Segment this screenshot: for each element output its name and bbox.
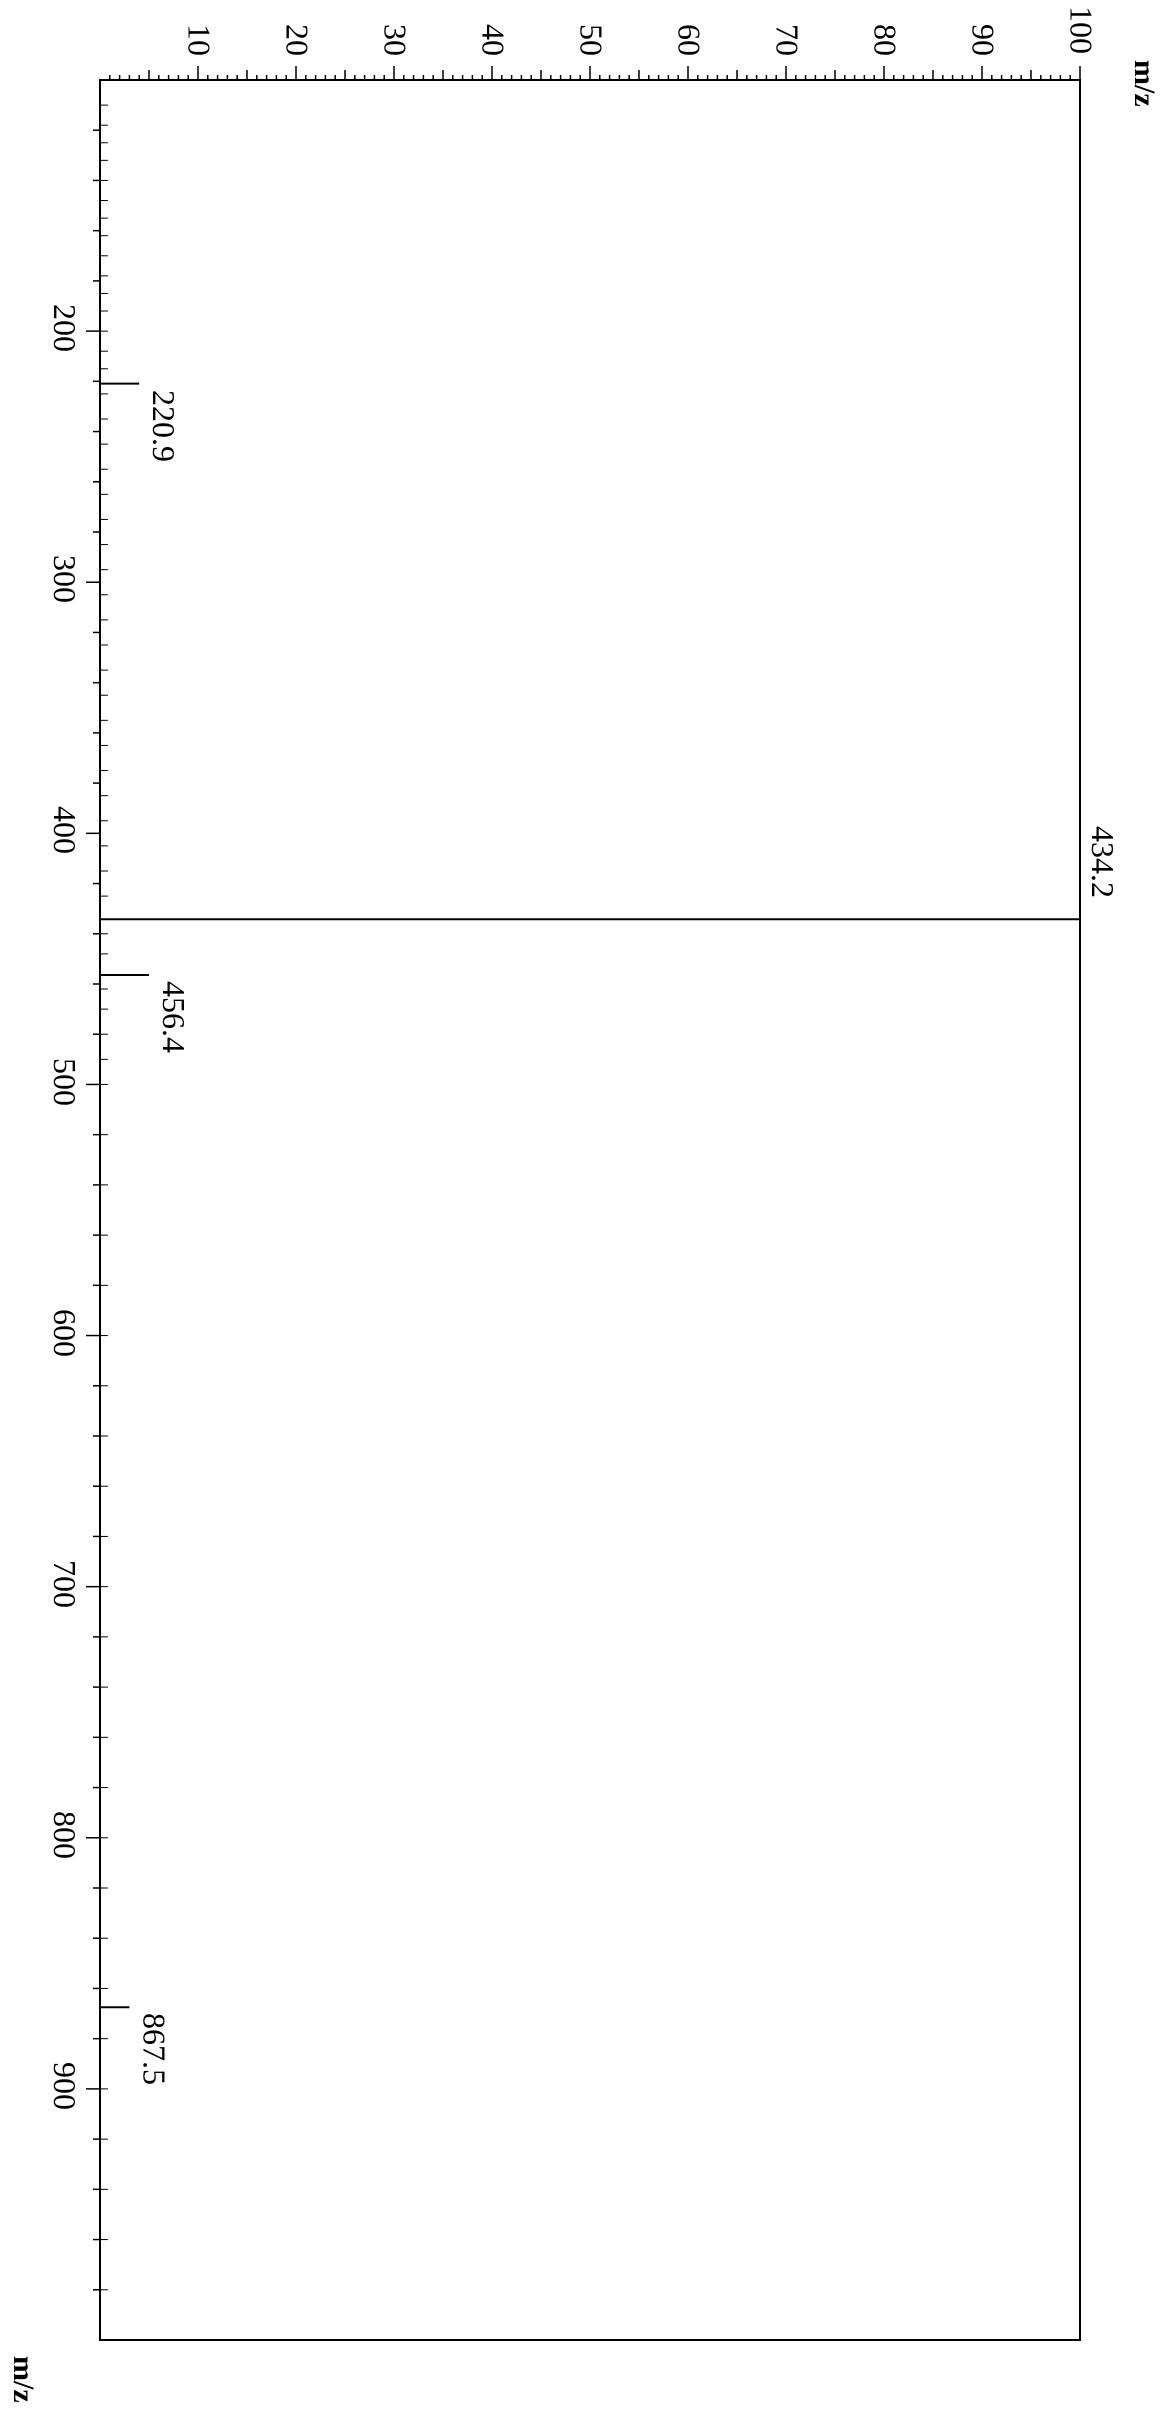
spectrum-svg [0, 0, 1167, 2433]
mz-tick-label: 300 [46, 555, 83, 603]
intensity-tick-label: 50 [572, 24, 609, 56]
intensity-tick-label: 80 [866, 24, 903, 56]
peak-label: 867.5 [135, 2013, 172, 2085]
peak-label: 456.4 [155, 981, 192, 1053]
mz-tick-label: 500 [46, 1058, 83, 1106]
intensity-tick-label: 60 [670, 24, 707, 56]
mz-tick-label: 900 [46, 2062, 83, 2110]
mz-tick-label: 200 [46, 304, 83, 352]
intensity-tick-label: 90 [964, 24, 1001, 56]
intensity-tick-label: 10 [180, 24, 217, 56]
mz-tick-label: 700 [46, 1560, 83, 1608]
intensity-tick-label: 70 [768, 24, 805, 56]
mz-tick-label: 400 [46, 806, 83, 854]
axis-label-mz-bottom: m/z [6, 2356, 40, 2403]
mz-tick-label: 600 [46, 1309, 83, 1357]
intensity-tick-label: 30 [376, 24, 413, 56]
mass-spectrum-chart: 200 300 400 500 600 700 800 900 10 20 30 40 50 60 70 8… [0, 0, 1167, 2433]
mz-tick-label: 800 [46, 1811, 83, 1859]
axis-label-mz-top: m/z [1127, 60, 1161, 107]
intensity-tick-label: 20 [278, 24, 315, 56]
peak-label: 434.2 [1084, 826, 1121, 898]
peak-label: 220.9 [145, 390, 182, 462]
intensity-tick-label: 100 [1062, 6, 1099, 54]
intensity-tick-label: 40 [474, 24, 511, 56]
